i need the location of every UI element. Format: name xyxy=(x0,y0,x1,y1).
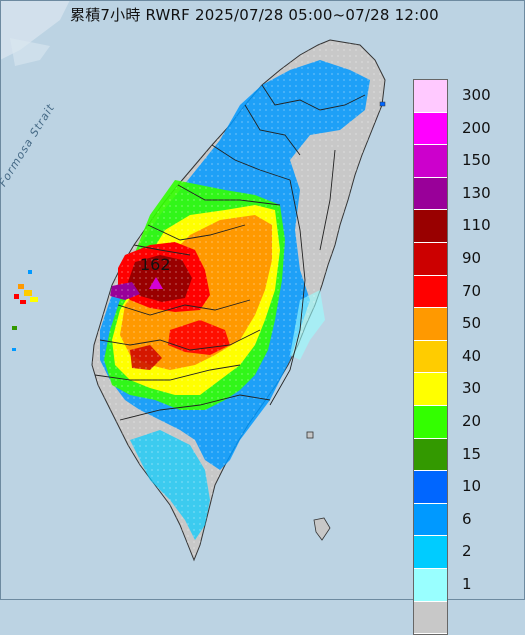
legend-label: 30 xyxy=(462,379,482,398)
legend-label: 40 xyxy=(462,346,482,365)
legend-swatch xyxy=(414,340,447,374)
green-island xyxy=(306,431,314,439)
map-title: 累積7小時 RWRF 2025/07/28 05:00~07/28 12:00 xyxy=(70,6,439,24)
legend-swatch xyxy=(414,177,447,211)
legend-swatch xyxy=(414,308,447,341)
peak-marker-icon xyxy=(149,277,163,289)
legend-swatch xyxy=(414,275,447,309)
legend-label: 10 xyxy=(462,477,482,496)
mainland-coast-2 xyxy=(10,38,50,66)
legend-swatch xyxy=(414,145,447,178)
legend-label: 200 xyxy=(462,118,491,137)
guishan-island xyxy=(379,101,386,107)
legend-swatch xyxy=(414,80,447,113)
legend-swatch xyxy=(414,438,447,472)
legend-label: 15 xyxy=(462,444,482,463)
legend-swatch xyxy=(414,601,447,635)
county-boundaries xyxy=(94,84,366,421)
legend-swatch xyxy=(414,210,447,243)
legend-swatch xyxy=(414,536,447,569)
legend-label: 6 xyxy=(462,509,472,528)
peak-value-label: 162 xyxy=(140,255,171,274)
legend-label: 130 xyxy=(462,183,491,202)
legend-color-bar xyxy=(413,79,448,635)
texture-overlay xyxy=(92,40,385,560)
legend-label: 2 xyxy=(462,542,472,561)
penghu-islands xyxy=(12,270,38,351)
legend-swatch xyxy=(414,405,447,439)
legend-label: 1 xyxy=(462,575,472,593)
legend-label: 20 xyxy=(462,412,482,430)
legend-swatch xyxy=(414,112,447,146)
legend-swatch xyxy=(414,471,447,504)
orchid-island xyxy=(313,517,331,541)
legend-swatch xyxy=(414,242,447,276)
legend-label: 110 xyxy=(462,216,491,235)
legend-swatch xyxy=(414,373,447,406)
legend-swatch xyxy=(414,568,447,602)
legend-label: 70 xyxy=(462,281,482,300)
legend-label: 300 xyxy=(462,86,491,104)
legend-label: 90 xyxy=(462,249,482,267)
legend-label: 50 xyxy=(462,314,482,333)
legend-swatch xyxy=(414,503,447,537)
legend-label: 150 xyxy=(462,151,491,170)
